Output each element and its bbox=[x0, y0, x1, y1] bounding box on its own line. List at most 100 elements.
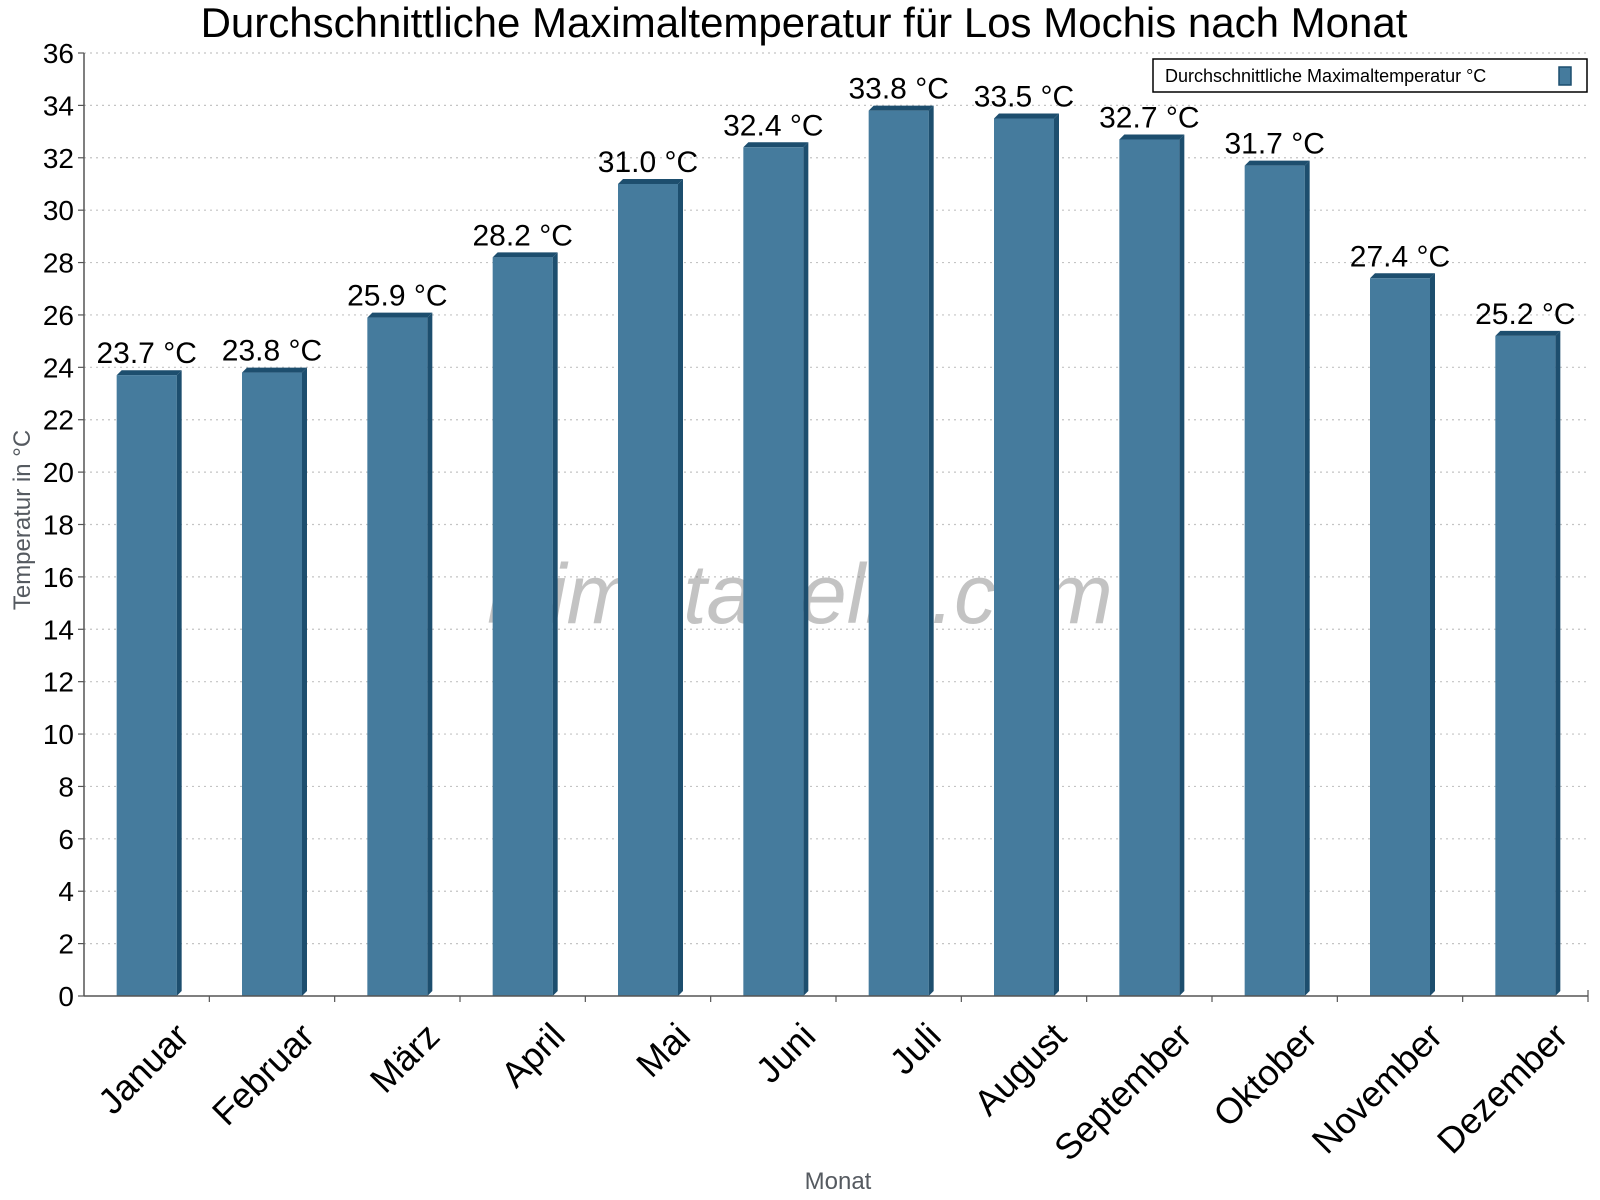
y-tick-label: 2 bbox=[58, 929, 74, 960]
x-tick-label: Oktober bbox=[1205, 1015, 1325, 1135]
bar-top-face bbox=[1119, 134, 1185, 140]
y-tick-label: 14 bbox=[43, 614, 74, 645]
bar-side-face bbox=[1054, 113, 1059, 997]
y-tick-label: 8 bbox=[58, 771, 74, 802]
bar-side-face bbox=[803, 142, 809, 997]
y-tick-label: 24 bbox=[43, 352, 74, 383]
y-tick-label: 16 bbox=[43, 562, 74, 593]
bar-februar bbox=[242, 367, 307, 996]
y-tick-label: 32 bbox=[43, 143, 74, 174]
y-tick-label: 28 bbox=[43, 248, 74, 279]
x-tick-labels: Januar Februar März April Mai Juni Juli AugustS… bbox=[90, 1015, 1576, 1169]
data-label: 28.2 °C bbox=[472, 219, 572, 252]
y-tick-label: 12 bbox=[43, 667, 74, 698]
bar-top-face bbox=[994, 113, 1059, 119]
bar bbox=[743, 147, 804, 997]
bar-top-face bbox=[743, 142, 809, 148]
x-tick-label: Mai bbox=[628, 1015, 698, 1085]
y-tick-label: 26 bbox=[43, 300, 74, 331]
data-label: 32.7 °C bbox=[1099, 101, 1199, 134]
x-tick-label: Dezember bbox=[1429, 1015, 1575, 1161]
data-label: 23.8 °C bbox=[222, 335, 322, 368]
bar-januar bbox=[116, 370, 182, 997]
data-label: 27.4 °C bbox=[1350, 240, 1450, 273]
bar-mai bbox=[618, 178, 683, 996]
bar bbox=[367, 317, 428, 996]
x-tick-label: April bbox=[493, 1015, 573, 1095]
bar bbox=[868, 110, 929, 996]
bar-top-face bbox=[492, 252, 558, 258]
x-tick-label: Juli bbox=[882, 1015, 949, 1082]
bar-top-face bbox=[1370, 273, 1435, 279]
bar-juni bbox=[743, 142, 809, 997]
chart-title: Durchschnittliche Maximaltemperatur für … bbox=[201, 0, 1408, 46]
data-label: 31.7 °C bbox=[1224, 128, 1324, 161]
y-tick-label: 20 bbox=[43, 457, 74, 488]
bar bbox=[994, 118, 1054, 997]
bar-top-face bbox=[242, 367, 307, 373]
data-label: 33.8 °C bbox=[848, 73, 948, 106]
bar-april bbox=[492, 252, 558, 997]
x-tick-label: September bbox=[1046, 1015, 1200, 1169]
bar bbox=[1119, 139, 1180, 997]
data-label: 33.5 °C bbox=[974, 80, 1074, 113]
x-tick-label: März bbox=[362, 1015, 448, 1101]
x-tick-label: Februar bbox=[204, 1015, 322, 1133]
bar-september bbox=[1119, 134, 1185, 997]
y-tick-label: 10 bbox=[43, 719, 74, 750]
x-axis-title: Monat bbox=[805, 1168, 872, 1195]
bar-top-face bbox=[618, 178, 683, 184]
grid-lines bbox=[84, 52, 1588, 945]
bar-side-face bbox=[928, 105, 934, 996]
data-label: 23.7 °C bbox=[96, 337, 196, 370]
bar bbox=[1495, 335, 1556, 996]
bars bbox=[116, 105, 1561, 997]
bar bbox=[618, 183, 678, 996]
bar-side-face bbox=[427, 312, 433, 996]
legend-box bbox=[1152, 58, 1588, 93]
x-tick-label: Januar bbox=[90, 1015, 197, 1122]
axes bbox=[78, 52, 1589, 1002]
bar-side-face bbox=[1430, 273, 1435, 996]
bar-dezember bbox=[1495, 330, 1561, 996]
bar-side-face bbox=[552, 252, 558, 997]
data-label: 32.4 °C bbox=[723, 109, 823, 142]
bar-top-face bbox=[868, 105, 934, 111]
data-labels: 23.7 °C 23.8 °C 25.9 °C 28.2 °C 31.0 °C 32.4 … bbox=[96, 73, 1575, 371]
bar-side-face bbox=[678, 178, 683, 996]
y-tick-label: 4 bbox=[58, 876, 74, 907]
bar-märz bbox=[367, 312, 433, 996]
bar-side-face bbox=[1555, 330, 1561, 996]
bar-side-face bbox=[176, 370, 182, 997]
bar bbox=[116, 375, 177, 997]
legend: Durchschnittliche Maximaltemperatur °C bbox=[1152, 58, 1588, 93]
y-tick-label: 30 bbox=[43, 195, 74, 226]
bar-november bbox=[1370, 273, 1435, 996]
bar-top-face bbox=[116, 370, 182, 376]
y-tick-label: 0 bbox=[58, 981, 74, 1012]
bar bbox=[492, 257, 553, 997]
bar-top-face bbox=[1244, 160, 1310, 166]
bar bbox=[1370, 278, 1430, 996]
data-label: 25.2 °C bbox=[1475, 298, 1575, 331]
y-tick-label: 22 bbox=[43, 405, 74, 436]
y-axis-title: Temperatur in °C bbox=[9, 430, 36, 610]
bar-oktober bbox=[1244, 160, 1310, 996]
x-tick-label: August bbox=[966, 1015, 1074, 1123]
bar-top-face bbox=[367, 312, 433, 318]
y-tick-label: 18 bbox=[43, 510, 74, 541]
bar-top-face bbox=[1495, 330, 1561, 336]
bar bbox=[1244, 165, 1305, 996]
bar-juli bbox=[868, 105, 934, 996]
legend-swatch bbox=[1558, 66, 1572, 86]
bar-side-face bbox=[302, 367, 307, 996]
y-tick-label: 6 bbox=[58, 824, 74, 855]
bar-august bbox=[994, 113, 1059, 997]
y-tick-label: 36 bbox=[43, 38, 74, 69]
x-tick-label: November bbox=[1304, 1015, 1450, 1161]
bar-side-face bbox=[1179, 134, 1185, 997]
y-tick-label: 34 bbox=[43, 90, 74, 121]
data-label: 31.0 °C bbox=[598, 146, 698, 179]
